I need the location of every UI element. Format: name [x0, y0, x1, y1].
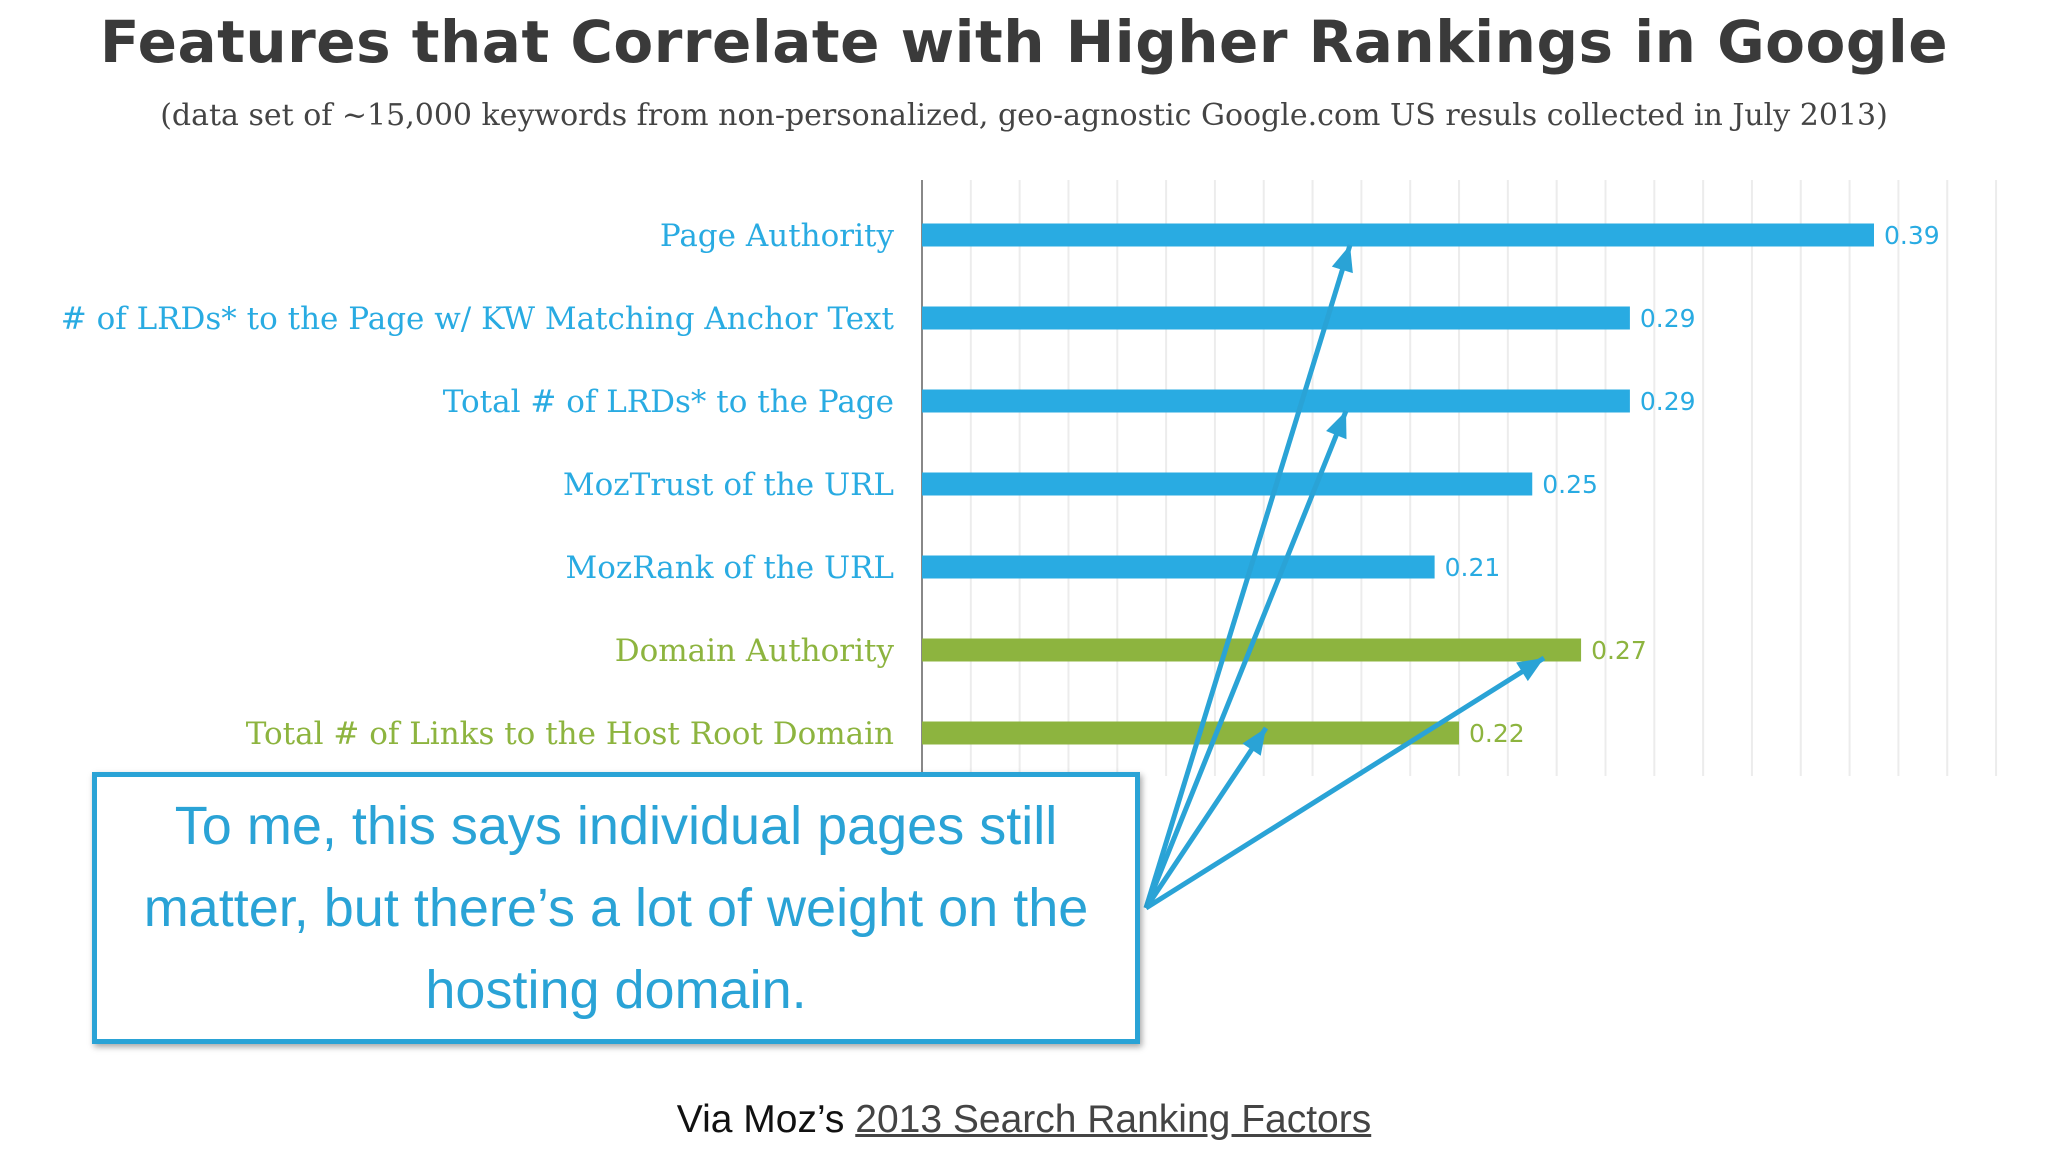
callout-arrow-3 [1143, 726, 1269, 910]
bar-4 [922, 472, 1533, 496]
bar-3 [922, 389, 1630, 413]
value-label-6: 0.27 [1591, 636, 1647, 665]
category-label-5: MozRank of the URL [565, 550, 894, 586]
value-label-5: 0.21 [1445, 553, 1501, 582]
category-label-6: Domain Authority [615, 633, 895, 669]
chart-title: Features that Correlate with Higher Rank… [99, 8, 1949, 76]
value-label-4: 0.25 [1542, 470, 1598, 499]
callout-arrowhead-3 [1242, 728, 1266, 756]
value-label-7: 0.22 [1469, 719, 1525, 748]
callout-arrow-1 [1143, 244, 1353, 909]
category-label-7: Total # of Links to the Host Root Domain [246, 716, 894, 752]
bar-2 [922, 306, 1630, 330]
bar-5 [922, 555, 1435, 579]
bar-7 [922, 721, 1460, 745]
gridlines [969, 180, 1998, 776]
value-label-3: 0.29 [1640, 387, 1696, 416]
callout-arrowhead-2 [1326, 411, 1347, 440]
bars [922, 223, 1874, 745]
callout-arrowhead-1 [1331, 245, 1353, 274]
value-label-1: 0.39 [1884, 221, 1940, 250]
value-label-2: 0.29 [1640, 304, 1696, 333]
source-prefix: Via Moz’s [676, 1098, 856, 1141]
callout-arrow-4 [1144, 655, 1546, 911]
callout-arrows [1143, 244, 1546, 911]
callout-box: To me, this says individual pages still … [92, 772, 1140, 1044]
category-label-2: # of LRDs* to the Page w/ KW Matching An… [61, 301, 895, 337]
callout-arrow-2 [1143, 410, 1349, 909]
callout-arrowhead-4 [1516, 658, 1544, 682]
callout-text: To me, this says individual pages still … [143, 796, 1089, 1020]
source-link[interactable]: 2013 Search Ranking Factors [855, 1098, 1372, 1141]
category-label-1: Page Authority [660, 218, 895, 254]
category-label-4: MozTrust of the URL [563, 467, 894, 503]
bar-1 [922, 223, 1874, 247]
category-labels: Page Authority # of LRDs* to the Page w/ … [61, 218, 895, 752]
source-credit: Via Moz’s 2013 Search Ranking Factors [0, 1098, 2048, 1142]
value-labels: 0.39 0.29 0.29 0.25 0.21 0.27 0.22 [1445, 221, 1940, 748]
chart-subtitle: (data set of ~15,000 keywords from non-p… [160, 98, 1888, 133]
category-label-3: Total # of LRDs* to the Page [443, 384, 894, 420]
